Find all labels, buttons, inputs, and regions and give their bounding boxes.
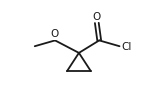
Text: O: O xyxy=(92,12,101,22)
Text: Cl: Cl xyxy=(121,42,132,52)
Text: O: O xyxy=(51,29,59,39)
